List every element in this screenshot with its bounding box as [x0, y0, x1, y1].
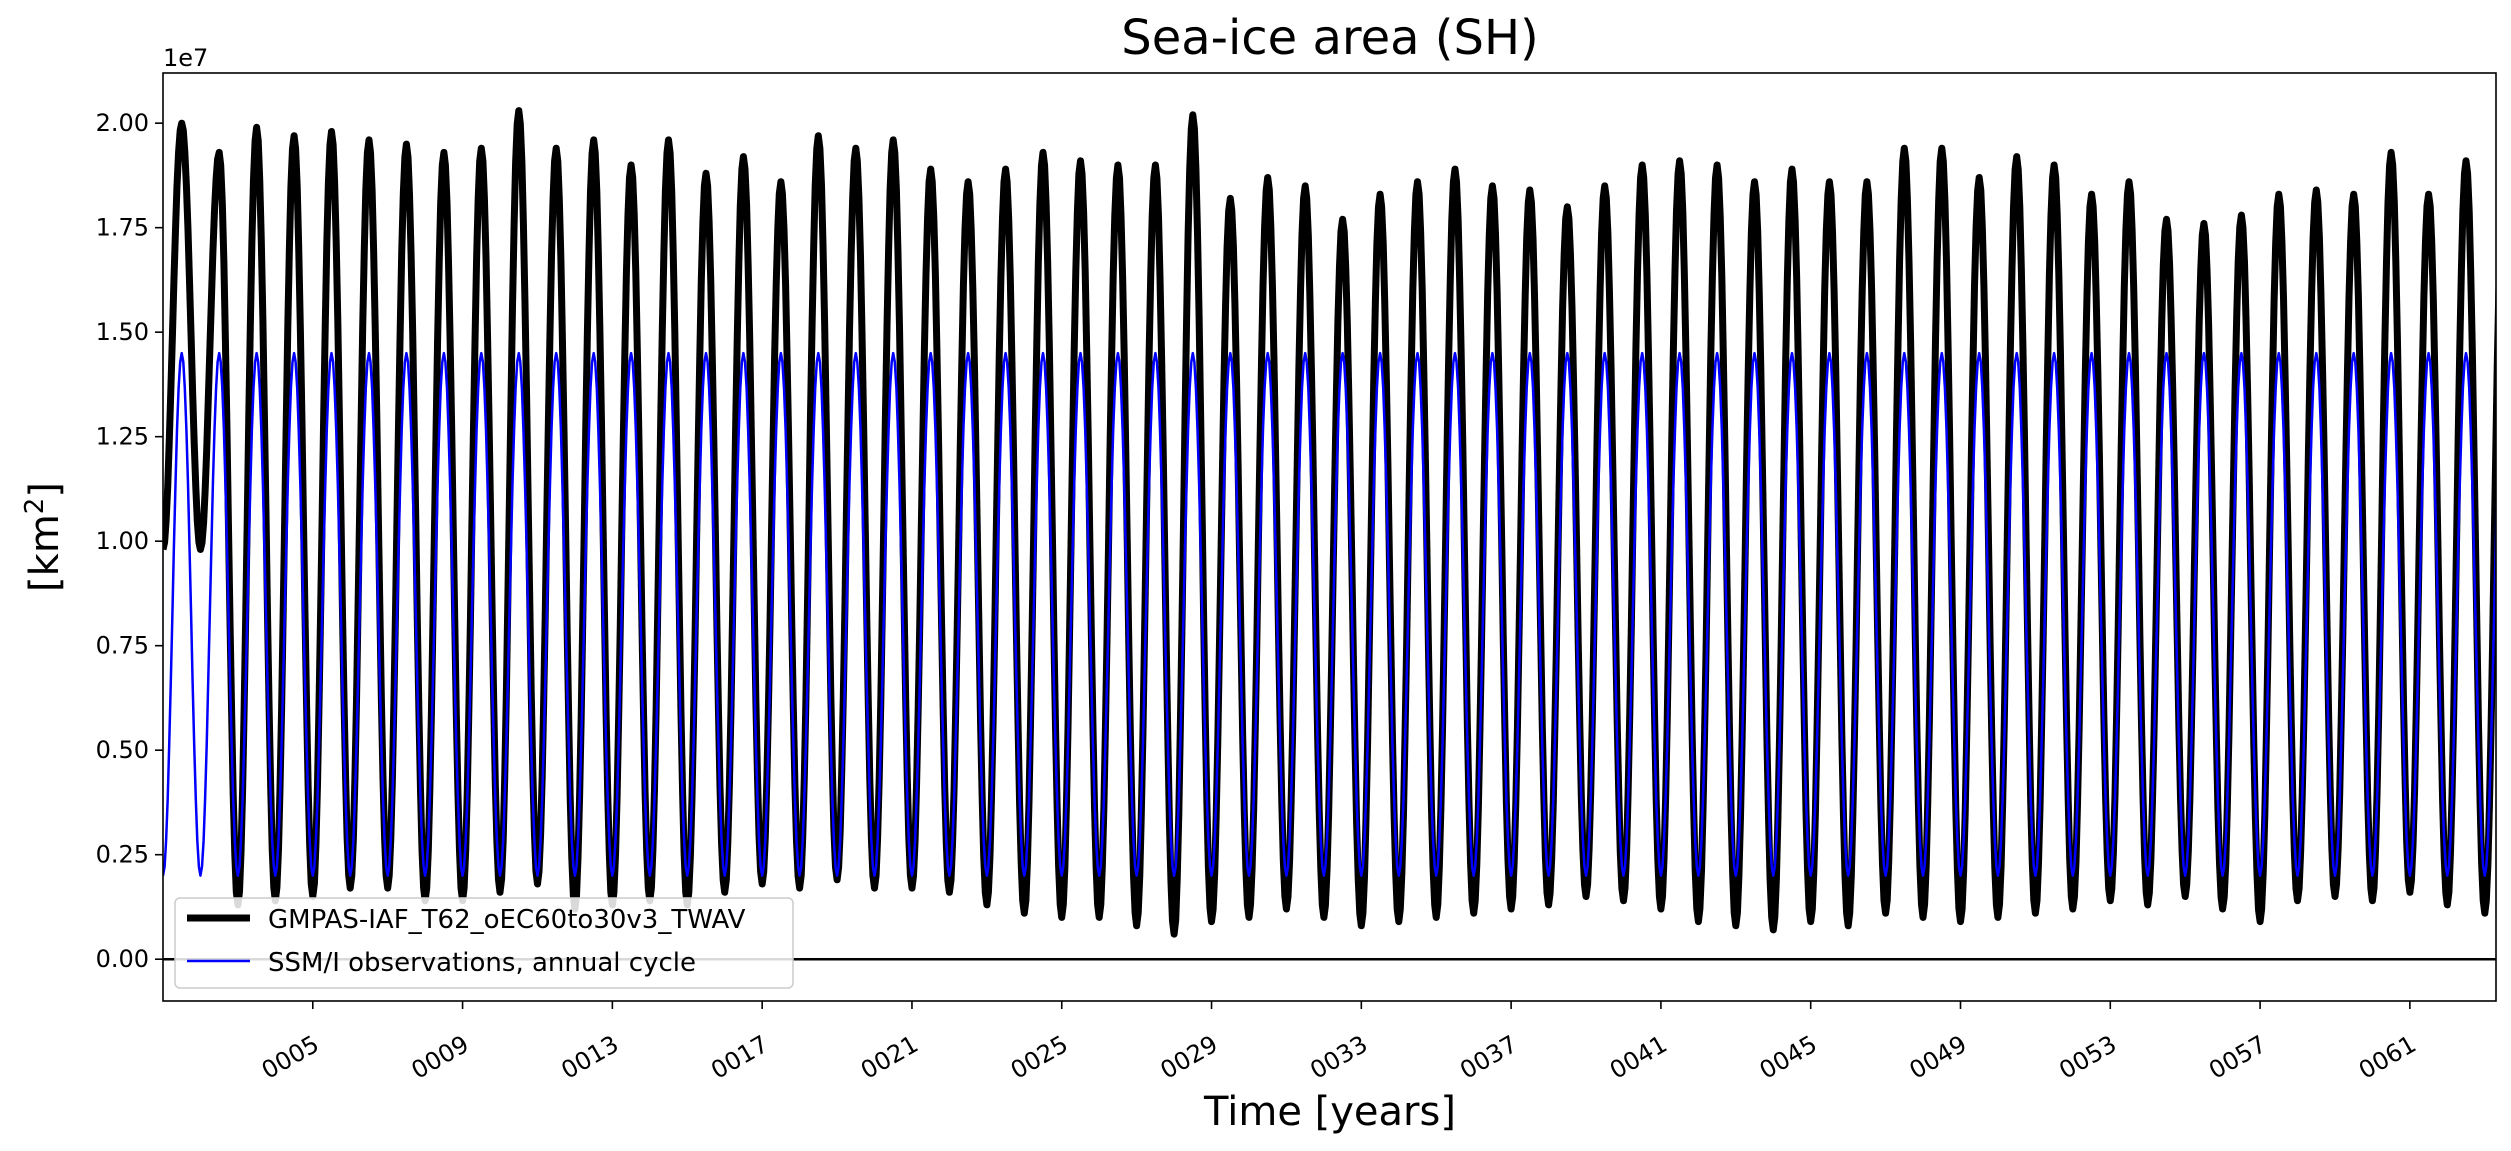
y-offset-label: 1e7	[163, 44, 208, 72]
x-axis-label: Time [years]	[1203, 1089, 1456, 1135]
legend-box	[174, 897, 794, 989]
chart-title: Sea-ice area (SH)	[1121, 10, 1539, 66]
series-line-observations	[163, 351, 2496, 877]
legend-label-model: GMPAS-IAF_T62_oEC60to30v3_TWAV	[268, 905, 746, 935]
y-tick-label: 1.50	[96, 318, 149, 346]
y-tick-label: 2.00	[96, 109, 149, 137]
y-axis-label-close: ]	[22, 482, 68, 498]
legend-label-observations: SSM/I observations, annual cycle	[268, 948, 696, 978]
y-axis-label-superscript: 2	[20, 498, 50, 515]
y-tick-label: 1.00	[96, 527, 149, 555]
y-tick-label: 0.50	[96, 736, 149, 764]
plot-frame	[162, 72, 2497, 1002]
y-tick-label: 1.25	[96, 423, 149, 451]
y-tick-label: 1.75	[96, 214, 149, 242]
y-tick-label: 0.00	[96, 945, 149, 973]
y-tick-label: 0.75	[96, 632, 149, 660]
y-axis-label-main: [km	[22, 514, 68, 592]
y-axis-ticks: 0.00 0.25 0.50 0.75 1.00 1.25 1.50 1.75 2.00	[96, 109, 163, 973]
y-axis-label: [km2]	[20, 482, 68, 592]
series-line-model	[163, 107, 2496, 938]
y-tick-label: 0.25	[96, 841, 149, 869]
legend: GMPAS-IAF_T62_oEC60to30v3_TWAV SSM/I obs…	[174, 897, 794, 989]
